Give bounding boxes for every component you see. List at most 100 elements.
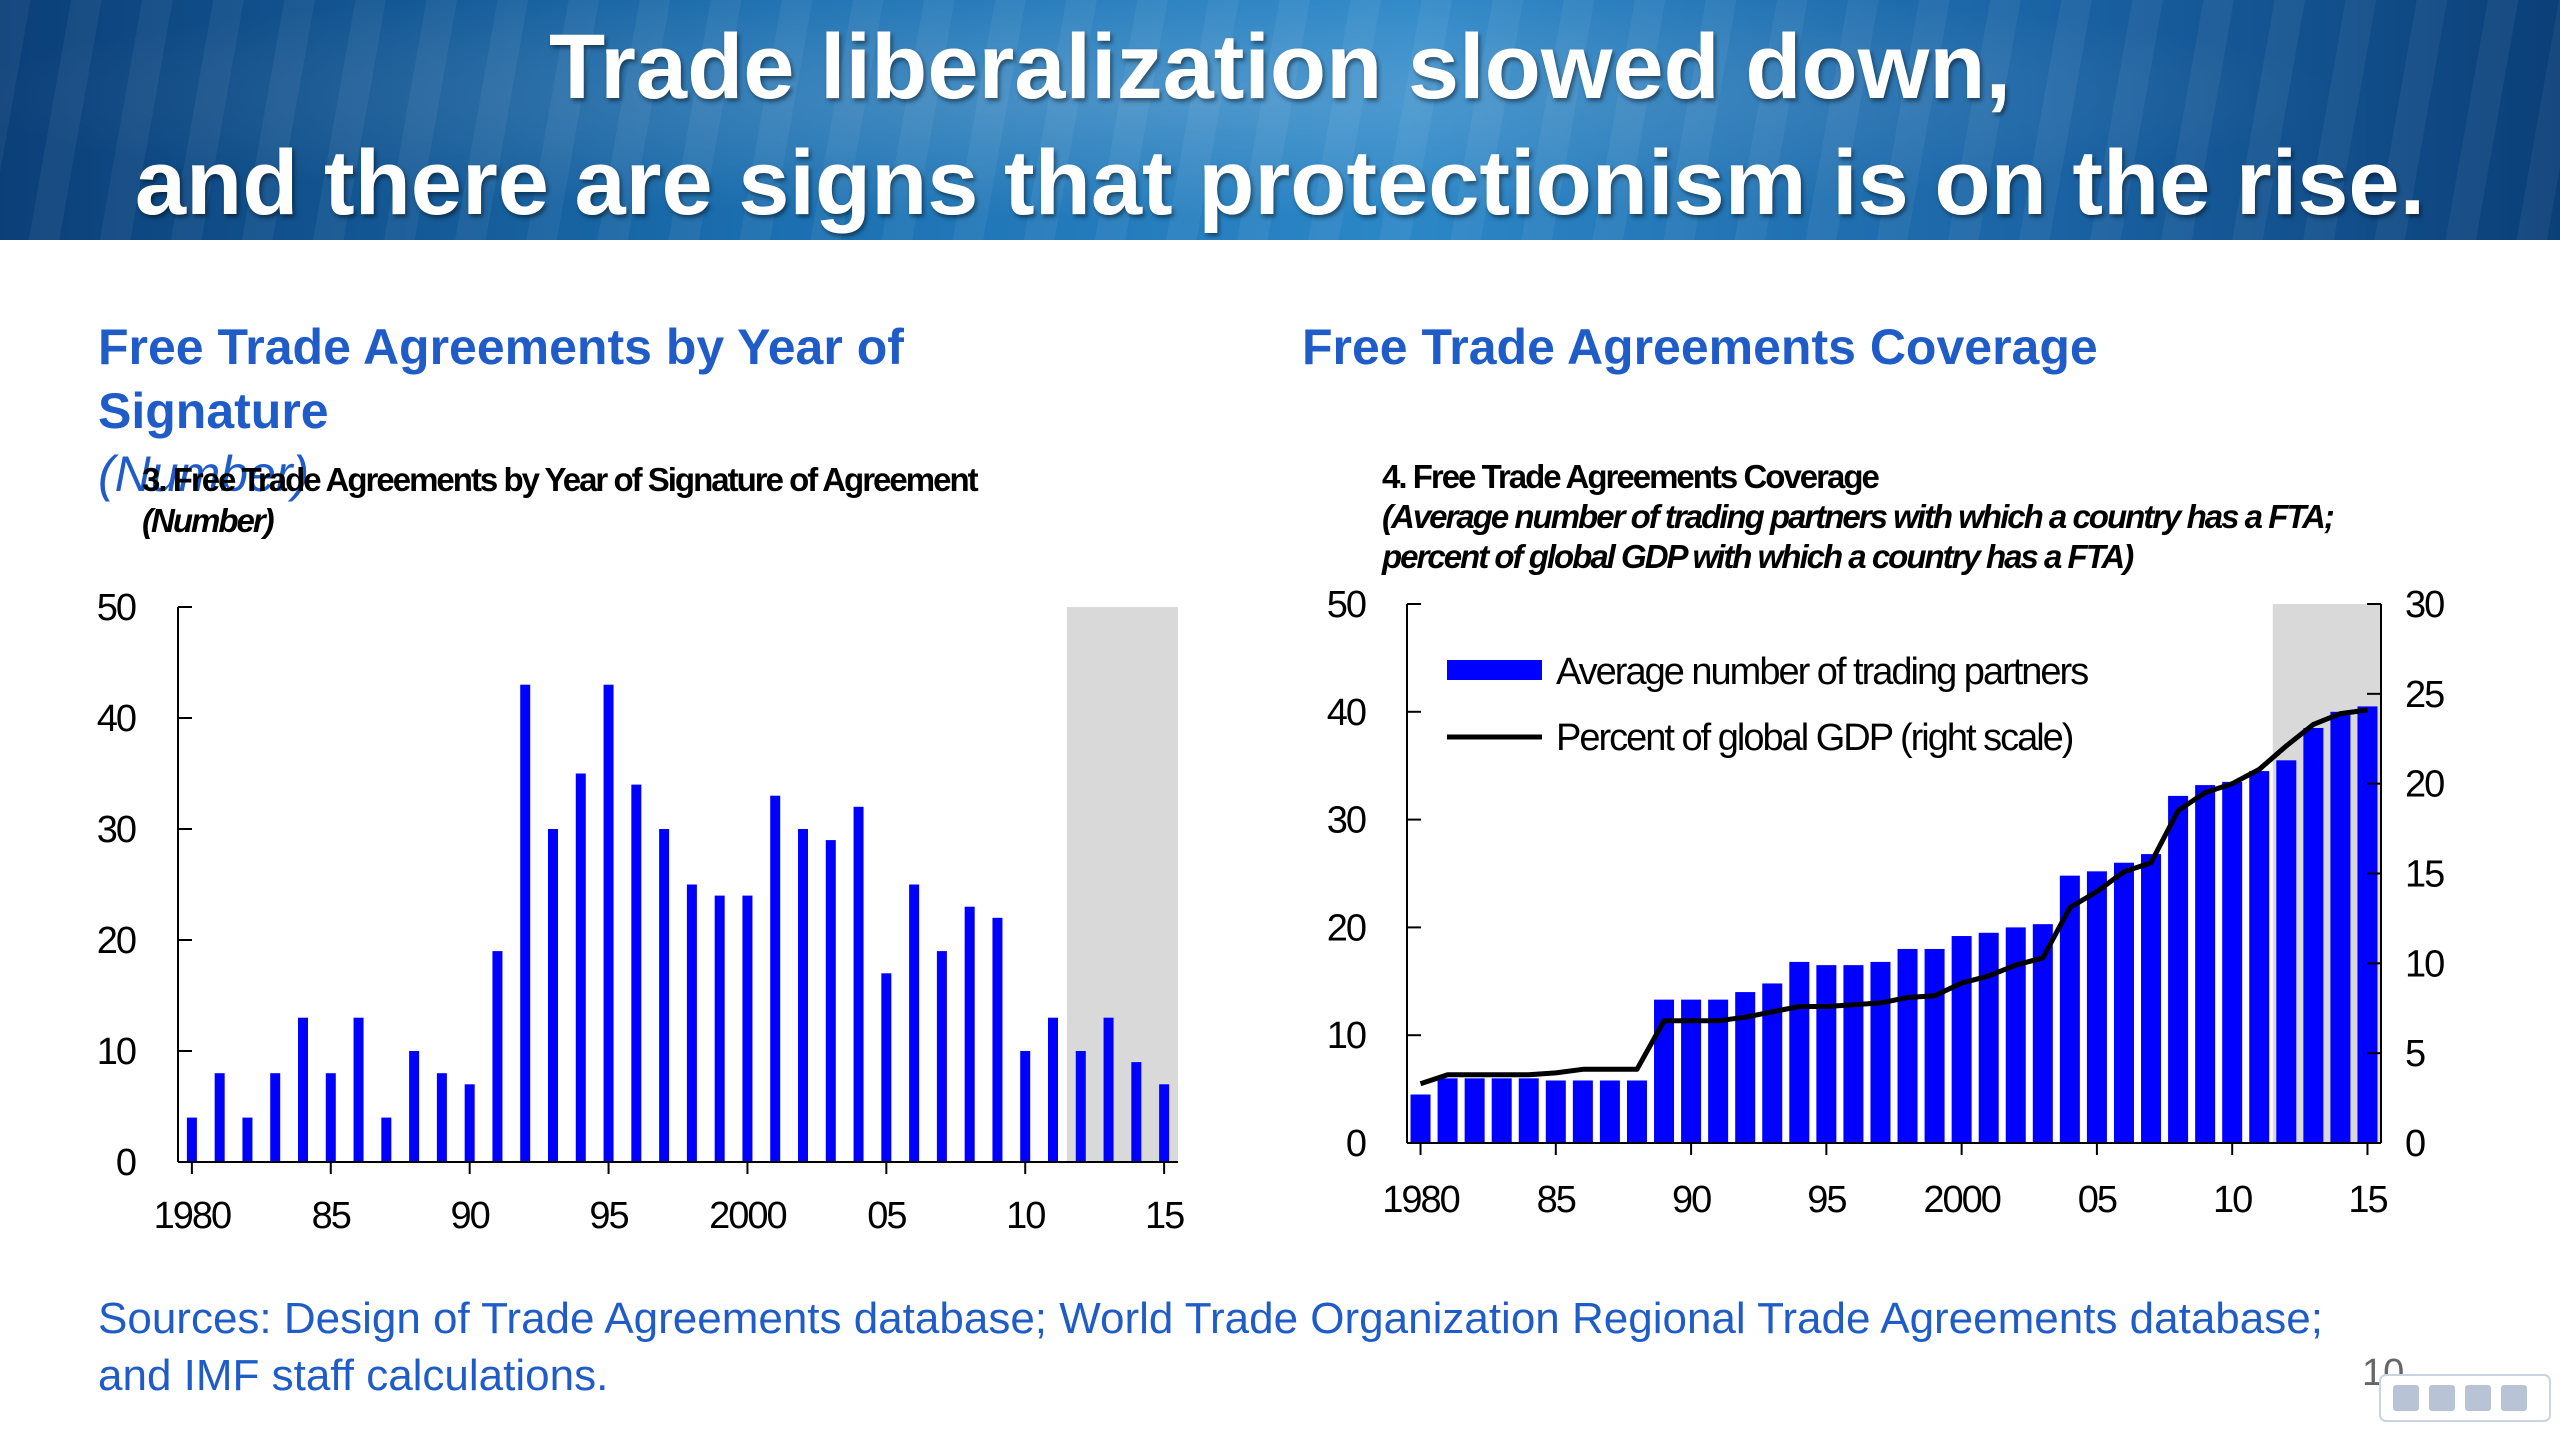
y-tick-label: 0 [116, 1142, 136, 1184]
bar-1998 [686, 884, 697, 1162]
x-tick-label: 2000 [709, 1195, 786, 1237]
gdp-share-line [1419, 707, 2368, 1087]
x-tick-label: 05 [867, 1195, 906, 1237]
bar-1995 [603, 684, 614, 1162]
bar-2001 [1978, 932, 1999, 1143]
right-chart-subtitle-line-1: (Average number of trading partners with… [1382, 498, 2335, 535]
bar-1980 [186, 1117, 197, 1162]
left-y-tick-label: 30 [1327, 800, 1366, 842]
x-tick-label: 15 [2348, 1179, 2387, 1221]
bar-2004 [853, 806, 864, 1162]
x-tick-label: 85 [1537, 1179, 1576, 1221]
bar-1991 [492, 951, 503, 1162]
bar-1980 [1410, 1094, 1431, 1143]
title-banner: Trade liberalization slowed down, and th… [0, 0, 2560, 240]
right-y-tick-label: 15 [2405, 854, 2444, 896]
right-y-tick-label: 5 [2405, 1033, 2425, 1075]
x-tick-label: 2000 [1923, 1179, 2000, 1221]
y-tick-label: 20 [97, 920, 136, 962]
left-y-tick-label: 20 [1327, 907, 1366, 949]
bar-2010 [1020, 1051, 1031, 1162]
bar-1993 [1762, 983, 1783, 1143]
left-section-title: Free Trade Agreements by Year of Signatu… [98, 319, 904, 439]
bar-2002 [798, 829, 808, 1162]
x-tick-label: 1980 [154, 1195, 231, 1237]
bar-2000 [1951, 936, 1972, 1143]
bar-2009 [2195, 785, 2216, 1143]
left-y-tick-label: 40 [1327, 692, 1366, 734]
bar-1999 [1924, 948, 1945, 1143]
bar-2008 [964, 906, 975, 1162]
bar-1985 [1545, 1080, 1566, 1143]
bar-1986 [1572, 1080, 1593, 1143]
bar-2007 [936, 951, 947, 1162]
right-chart-subtitle-line-2: percent of global GDP with which a count… [1382, 538, 2134, 575]
y-tick-label: 50 [97, 587, 136, 629]
x-tick-label: 15 [1145, 1195, 1184, 1237]
right-y-tick-label: 30 [2405, 584, 2444, 626]
bar-1995 [1816, 965, 1837, 1143]
bar-2012 [2276, 760, 2297, 1143]
bar-1993 [548, 829, 558, 1162]
bar-2004 [2059, 875, 2080, 1143]
watermark-glyphs [2393, 1385, 2527, 1411]
bar-1987 [381, 1117, 392, 1162]
left-y-tick-label: 50 [1327, 584, 1366, 626]
bar-2012 [1075, 1051, 1086, 1162]
headline-line-1: Trade liberalization slowed down, [548, 16, 2012, 118]
y-tick-label: 10 [97, 1031, 136, 1073]
x-tick-label: 95 [589, 1195, 628, 1237]
bar-2005 [2086, 871, 2107, 1143]
bar-2006 [2113, 862, 2134, 1143]
bar-1996 [631, 784, 642, 1162]
bar-2006 [909, 884, 920, 1162]
left-section-subtitle: (Number) [98, 446, 310, 502]
bar-1997 [1870, 961, 1891, 1143]
bar-1992 [1735, 992, 1756, 1143]
bar-1982 [1464, 1078, 1485, 1143]
bar-1983 [1491, 1078, 1512, 1143]
bar-1987 [1599, 1080, 1620, 1143]
bar-1996 [1843, 965, 1864, 1143]
bar-2015 [2357, 706, 2378, 1143]
bar-1981 [1437, 1078, 1458, 1143]
bar-2007 [2141, 854, 2162, 1143]
legend-swatch-bars [1447, 660, 1542, 680]
bar-2011 [2249, 771, 2270, 1143]
x-tick-label: 90 [1672, 1179, 1711, 1221]
x-tick-label: 1980 [1382, 1179, 1459, 1221]
bar-2013 [2303, 727, 2324, 1143]
bar-1982 [242, 1117, 253, 1162]
bar-1990 [1681, 999, 1702, 1143]
left-chart-title: 3. Free Trade Agreements by Year of Sign… [142, 461, 979, 498]
bar-2000 [742, 895, 753, 1162]
bar-2002 [2005, 927, 2026, 1143]
bar-2011 [1048, 1017, 1058, 1162]
bar-1989 [1654, 999, 1675, 1143]
watermark-logo [2379, 1374, 2551, 1422]
bar-2010 [2222, 781, 2243, 1143]
bar-1981 [214, 1073, 225, 1162]
right-chart-title: 4. Free Trade Agreements Coverage [1382, 458, 1880, 495]
sources-note: Sources: Design of Trade Agreements data… [98, 1294, 2323, 1400]
legend-label-bars: Average number of trading partners [1556, 651, 2088, 693]
bar-1994 [1789, 961, 1810, 1143]
bar-2014 [1131, 1062, 1142, 1162]
bar-2003 [825, 840, 836, 1162]
bar-1984 [1518, 1078, 1539, 1143]
bar-2009 [992, 917, 1003, 1162]
x-tick-label: 90 [451, 1195, 490, 1237]
banner-texture [0, 0, 2560, 240]
right-y-tick-label: 0 [2405, 1123, 2425, 1165]
right-y-tick-label: 25 [2405, 674, 2444, 716]
bar-2005 [881, 973, 892, 1162]
bar-1989 [436, 1073, 447, 1162]
bar-1984 [298, 1017, 308, 1162]
left-chart-subtitle: (Number) [142, 502, 275, 539]
bar-2003 [2032, 924, 2053, 1143]
fta-by-year-chart: 0 10 20 30 40 50 1980 85 90 95 2000 05 10 15 [97, 587, 1186, 1237]
bar-1998 [1897, 948, 1918, 1143]
x-tick-label: 95 [1807, 1179, 1846, 1221]
x-tick-label: 85 [312, 1195, 351, 1237]
